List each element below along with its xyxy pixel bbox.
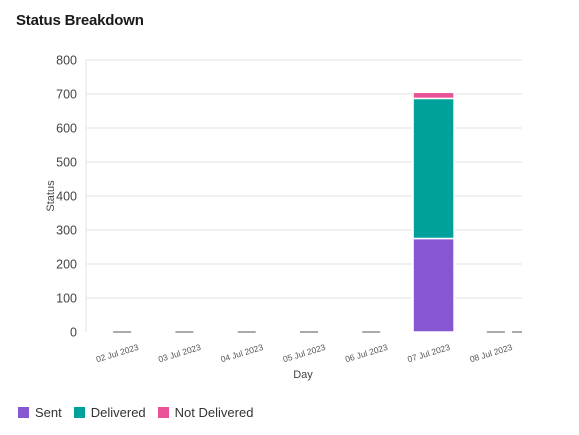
x-tick-label: 05 Jul 2023 bbox=[282, 342, 327, 364]
legend-item-delivered[interactable]: Delivered bbox=[73, 405, 146, 420]
y-tick-label: 0 bbox=[70, 326, 77, 340]
legend-label: Not Delivered bbox=[174, 405, 254, 420]
x-tick-label: 08 Jul 2023 bbox=[469, 342, 514, 364]
legend: Sent Delivered Not Delivered bbox=[18, 405, 253, 420]
bar-delivered[interactable] bbox=[412, 97, 455, 240]
chart-svg: 0 100 200 300 400 500 600 700 800 02 Jul 2023 03 … bbox=[45, 54, 522, 381]
y-tick-label: 300 bbox=[56, 224, 77, 238]
y-axis-ticks: 0 100 200 300 400 500 600 700 800 bbox=[56, 54, 77, 340]
x-tick-label: 03 Jul 2023 bbox=[157, 342, 202, 364]
y-tick-label: 800 bbox=[56, 54, 77, 68]
bar-sent[interactable] bbox=[412, 237, 455, 333]
x-tick-label: 06 Jul 2023 bbox=[344, 342, 389, 364]
x-axis-label: Day bbox=[293, 369, 313, 381]
legend-swatch bbox=[18, 407, 29, 418]
x-tick-label: 04 Jul 2023 bbox=[219, 342, 264, 364]
legend-swatch bbox=[73, 407, 85, 418]
x-tick-label: 07 Jul 2023 bbox=[406, 342, 451, 364]
y-tick-label: 500 bbox=[56, 156, 77, 170]
y-tick-label: 200 bbox=[56, 258, 77, 272]
y-axis-label: Status bbox=[45, 180, 57, 212]
legend-label: Sent bbox=[35, 405, 62, 420]
bar-not-delivered[interactable] bbox=[412, 91, 455, 100]
legend-item-sent[interactable]: Sent bbox=[18, 405, 62, 420]
legend-swatch bbox=[157, 407, 169, 418]
legend-label: Delivered bbox=[90, 405, 146, 420]
x-tick-label: 02 Jul 2023 bbox=[95, 342, 140, 364]
y-tick-label: 600 bbox=[56, 122, 77, 136]
y-tick-label: 400 bbox=[56, 190, 77, 204]
legend-item-not-delivered[interactable]: Not Delivered bbox=[157, 405, 254, 420]
bars bbox=[113, 91, 505, 333]
chart-title: Status Breakdown bbox=[16, 12, 144, 29]
gridlines bbox=[85, 59, 522, 332]
y-tick-label: 700 bbox=[56, 88, 77, 102]
x-axis: 02 Jul 2023 03 Jul 2023 04 Jul 2023 05 Jul … bbox=[95, 331, 522, 364]
y-tick-label: 100 bbox=[56, 292, 77, 306]
